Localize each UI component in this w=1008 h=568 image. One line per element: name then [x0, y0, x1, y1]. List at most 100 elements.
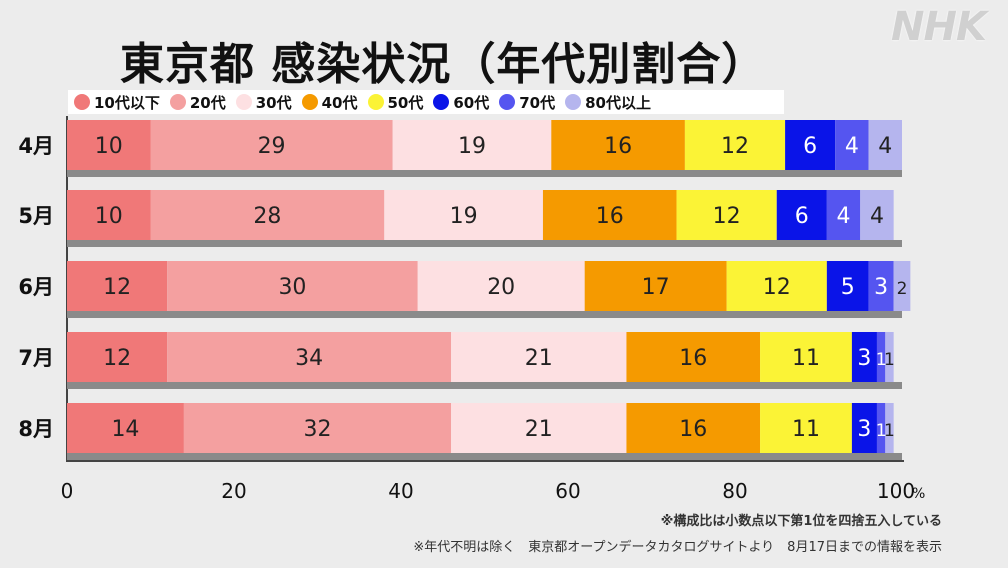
legend-label: 20代 — [189, 93, 226, 112]
bar-segment — [417, 261, 585, 311]
bar-segment — [860, 190, 894, 240]
bar-segment — [167, 332, 452, 382]
bar-segment — [826, 261, 869, 311]
bar-segment — [67, 190, 151, 240]
data-label: 10 — [95, 204, 123, 229]
legend-swatch — [565, 94, 582, 110]
rounding-note: ※構成比は小数点以下第1位を四捨五入している — [660, 514, 942, 529]
x-tick-label: 20 — [221, 479, 246, 503]
bar-segment — [885, 332, 894, 382]
data-label: 16 — [679, 417, 707, 442]
bar-segment — [776, 190, 827, 240]
data-label: 16 — [596, 204, 624, 229]
bar-segment — [760, 403, 852, 453]
data-label: 17 — [642, 275, 670, 300]
data-label: 4 — [870, 204, 884, 229]
data-label: 19 — [450, 204, 478, 229]
bar-segment — [684, 120, 786, 170]
bar-segment — [826, 190, 861, 240]
legend-item: 60代 — [433, 92, 489, 113]
data-label: 12 — [763, 275, 791, 300]
data-label: 12 — [713, 204, 741, 229]
category-label: 4月 — [18, 134, 54, 158]
data-label: 11 — [792, 346, 820, 371]
bar-segment — [885, 403, 894, 453]
legend-item: 70代 — [499, 92, 555, 113]
bar-segment — [868, 261, 894, 311]
data-label: 30 — [278, 275, 306, 300]
data-label: 10 — [95, 134, 123, 159]
bar-shadow — [67, 170, 902, 177]
data-label: 12 — [103, 275, 131, 300]
bar-segment — [150, 120, 393, 170]
data-label: 1 — [884, 350, 895, 370]
legend-swatch — [235, 94, 252, 110]
legend-swatch — [169, 94, 186, 110]
bar-shadow — [67, 240, 902, 247]
bar-segment — [551, 120, 685, 170]
bar-segment — [67, 261, 168, 311]
data-label: 4 — [845, 134, 859, 159]
data-label: 21 — [525, 346, 553, 371]
source-note: ※年代不明は除く 東京都オープンデータカタログサイトより 8月17日までの情報を… — [413, 540, 942, 555]
bar-segment — [760, 332, 852, 382]
data-label: 19 — [458, 134, 486, 159]
bar-segment — [851, 403, 877, 453]
bar-segment — [392, 120, 552, 170]
bar-segment — [67, 332, 168, 382]
legend-label: 60代 — [453, 93, 490, 112]
category-label: 6月 — [18, 275, 54, 299]
bar-segment — [584, 261, 727, 311]
legend-label: 30代 — [255, 93, 292, 112]
data-label: 16 — [604, 134, 632, 159]
bar-segment — [451, 332, 627, 382]
legend-item: 50代 — [367, 92, 424, 113]
bar-segment — [67, 120, 151, 170]
legend-item: 30代 — [235, 92, 292, 113]
bar-segment — [726, 261, 827, 311]
x-tick-label: 40 — [388, 479, 413, 503]
x-tick-label: 60 — [555, 479, 580, 503]
legend-item: 20代 — [169, 92, 226, 113]
data-label: 16 — [679, 346, 707, 371]
legend-item: 80代以上 — [565, 92, 651, 113]
x-unit-label: % — [912, 486, 925, 502]
bar-segment — [626, 403, 761, 453]
data-label: 4 — [837, 204, 851, 229]
category-label: 7月 — [18, 346, 54, 370]
bar-segment — [167, 261, 418, 311]
bar-segment — [183, 403, 452, 453]
data-label: 12 — [103, 346, 131, 371]
bar-segment — [384, 190, 543, 240]
data-label: 34 — [295, 346, 323, 371]
legend-label: 70代 — [519, 93, 556, 112]
bar-segment — [835, 120, 869, 170]
data-label: 2 — [897, 279, 908, 299]
legend-item: 10代以下 — [74, 92, 160, 113]
category-label: 5月 — [18, 204, 54, 228]
bar-segment — [542, 190, 677, 240]
bar-segment — [676, 190, 777, 240]
bar-segment — [451, 403, 627, 453]
data-label: 4 — [878, 134, 892, 159]
legend-swatch — [367, 94, 384, 110]
data-label: 29 — [258, 134, 286, 159]
data-label: 32 — [304, 417, 332, 442]
data-label: 6 — [795, 204, 809, 229]
legend-label: 50代 — [387, 93, 424, 112]
legend-item: 40代 — [301, 92, 358, 113]
data-label: 3 — [857, 346, 871, 371]
data-label: 12 — [721, 134, 749, 159]
legend-label: 80代以上 — [585, 93, 651, 112]
data-label: 21 — [525, 417, 553, 442]
bar-segment — [893, 261, 911, 311]
x-tick-label: 80 — [722, 479, 747, 503]
data-label: 20 — [487, 275, 515, 300]
legend-swatch — [433, 94, 450, 110]
nhk-logo: NHK — [891, 4, 987, 50]
bar-segment — [868, 120, 902, 170]
data-label: 1 — [876, 350, 887, 370]
data-label: 3 — [857, 417, 871, 442]
legend-swatch — [301, 94, 318, 110]
